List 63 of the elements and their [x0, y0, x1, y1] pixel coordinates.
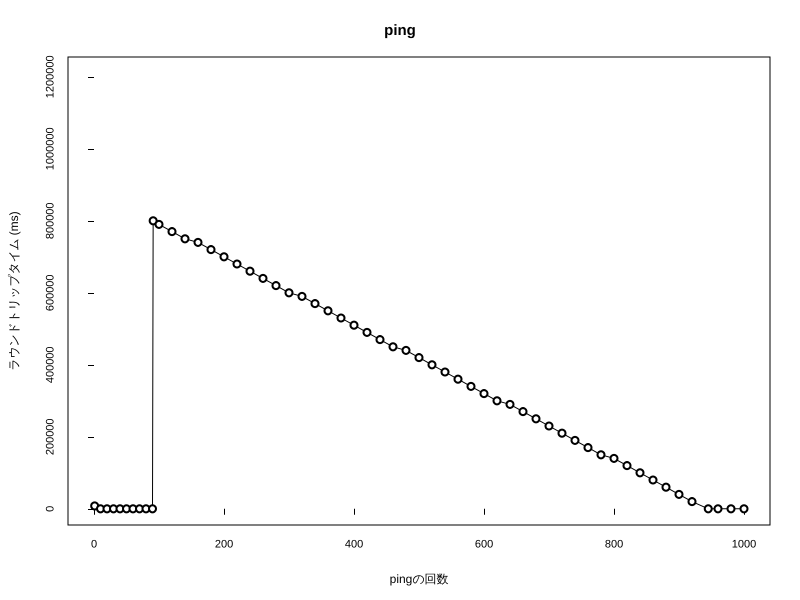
- x-tick-label: 400: [344, 538, 364, 550]
- point: [298, 292, 306, 301]
- point: [428, 360, 436, 370]
- point: [570, 436, 580, 445]
- point: [558, 428, 566, 438]
- point: [506, 400, 514, 409]
- y-tick-label: 200000: [44, 418, 56, 456]
- point: [584, 443, 592, 452]
- point: [388, 342, 398, 352]
- x-tick-label: 200: [214, 538, 234, 550]
- point: [284, 288, 294, 298]
- y-axis-title: ラウンドトリップタイム (ms): [7, 211, 21, 371]
- point: [362, 328, 372, 337]
- point: [376, 335, 384, 344]
- point: [154, 220, 164, 229]
- point: [148, 216, 158, 226]
- point: [726, 504, 736, 514]
- y-tick-label: 1200000: [44, 55, 56, 98]
- point: [246, 266, 254, 276]
- point: [310, 299, 320, 308]
- point: [232, 260, 242, 268]
- point: [704, 504, 713, 514]
- point: [454, 374, 462, 384]
- point: [180, 234, 190, 244]
- x-tick-label: 600: [474, 538, 494, 550]
- y-tick-label: 400000: [44, 346, 56, 384]
- chart-title: ping: [384, 22, 416, 39]
- y-tick-label: 800000: [44, 202, 56, 240]
- point: [206, 245, 216, 254]
- point: [596, 450, 606, 460]
- point: [492, 396, 502, 406]
- point: [622, 461, 632, 470]
- point: [440, 368, 450, 376]
- x-tick-label: 800: [604, 538, 624, 550]
- x-axis-title: pingの回数: [390, 572, 448, 586]
- point: [648, 476, 658, 484]
- point: [532, 414, 540, 424]
- point: [324, 306, 332, 316]
- point: [220, 252, 228, 262]
- point: [480, 389, 488, 398]
- x-tick-label: 1000: [732, 538, 756, 550]
- point: [414, 353, 424, 362]
- point: [636, 468, 644, 478]
- point: [168, 227, 176, 236]
- point: [336, 314, 346, 322]
- point: [350, 320, 358, 330]
- x-tick-label: 0: [90, 538, 98, 550]
- y-tick-label: 1000000: [44, 127, 56, 170]
- point: [518, 407, 528, 416]
- point: [544, 422, 554, 430]
- point: [194, 238, 202, 247]
- point: [272, 281, 280, 290]
- point: [258, 274, 268, 283]
- point: [662, 482, 670, 492]
- point: [688, 497, 696, 506]
- y-tick-label: 600000: [44, 274, 56, 312]
- point: [402, 346, 410, 355]
- point: [148, 504, 157, 514]
- point: [714, 504, 722, 514]
- point: [466, 382, 476, 391]
- point: [610, 454, 618, 463]
- y-tick-label: 0: [44, 506, 56, 512]
- point: [674, 490, 684, 499]
